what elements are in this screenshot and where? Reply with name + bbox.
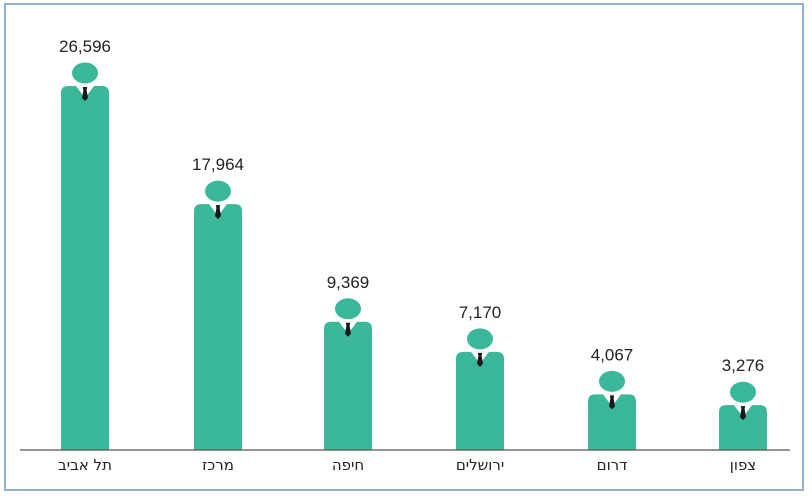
bar-head-2 <box>335 298 361 320</box>
category-label-3: ירושלים <box>456 456 504 474</box>
category-label-0: תל אביב <box>58 456 112 474</box>
value-label-5: 3,276 <box>722 356 765 375</box>
bar-2 <box>324 321 372 450</box>
category-label-2: חיפה <box>332 456 364 474</box>
labels-layer: 26,596 תל אביב 17,964 מרכז 9,369 חיפה 7,170 ירו… <box>58 37 764 474</box>
bar-4 <box>588 394 636 450</box>
bar-tie-0 <box>82 87 88 101</box>
bar-tie-4 <box>609 395 615 410</box>
category-label-1: מרכז <box>202 456 234 474</box>
bar-5 <box>719 405 767 450</box>
bars-layer <box>61 62 767 450</box>
value-label-2: 9,369 <box>327 273 370 292</box>
bar-tie-3 <box>477 352 483 367</box>
bar-head-3 <box>467 328 493 350</box>
bar-0 <box>61 86 109 450</box>
bar-tie-2 <box>345 322 351 337</box>
bar-head-0 <box>72 62 98 84</box>
bar-head-4 <box>599 370 625 392</box>
value-label-0: 26,596 <box>59 37 111 56</box>
bar-tie-1 <box>215 205 221 220</box>
bar-3 <box>456 351 504 450</box>
chart-frame <box>4 3 804 491</box>
bar-head-5 <box>730 381 756 403</box>
category-label-4: דרום <box>597 456 628 474</box>
value-label-3: 7,170 <box>459 303 502 322</box>
value-label-4: 4,067 <box>591 345 634 364</box>
category-label-5: צפון <box>730 456 756 474</box>
bar-1 <box>194 204 242 450</box>
bar-tie-5 <box>740 406 746 421</box>
value-label-1: 17,964 <box>192 155 244 174</box>
bar-head-1 <box>205 180 231 202</box>
